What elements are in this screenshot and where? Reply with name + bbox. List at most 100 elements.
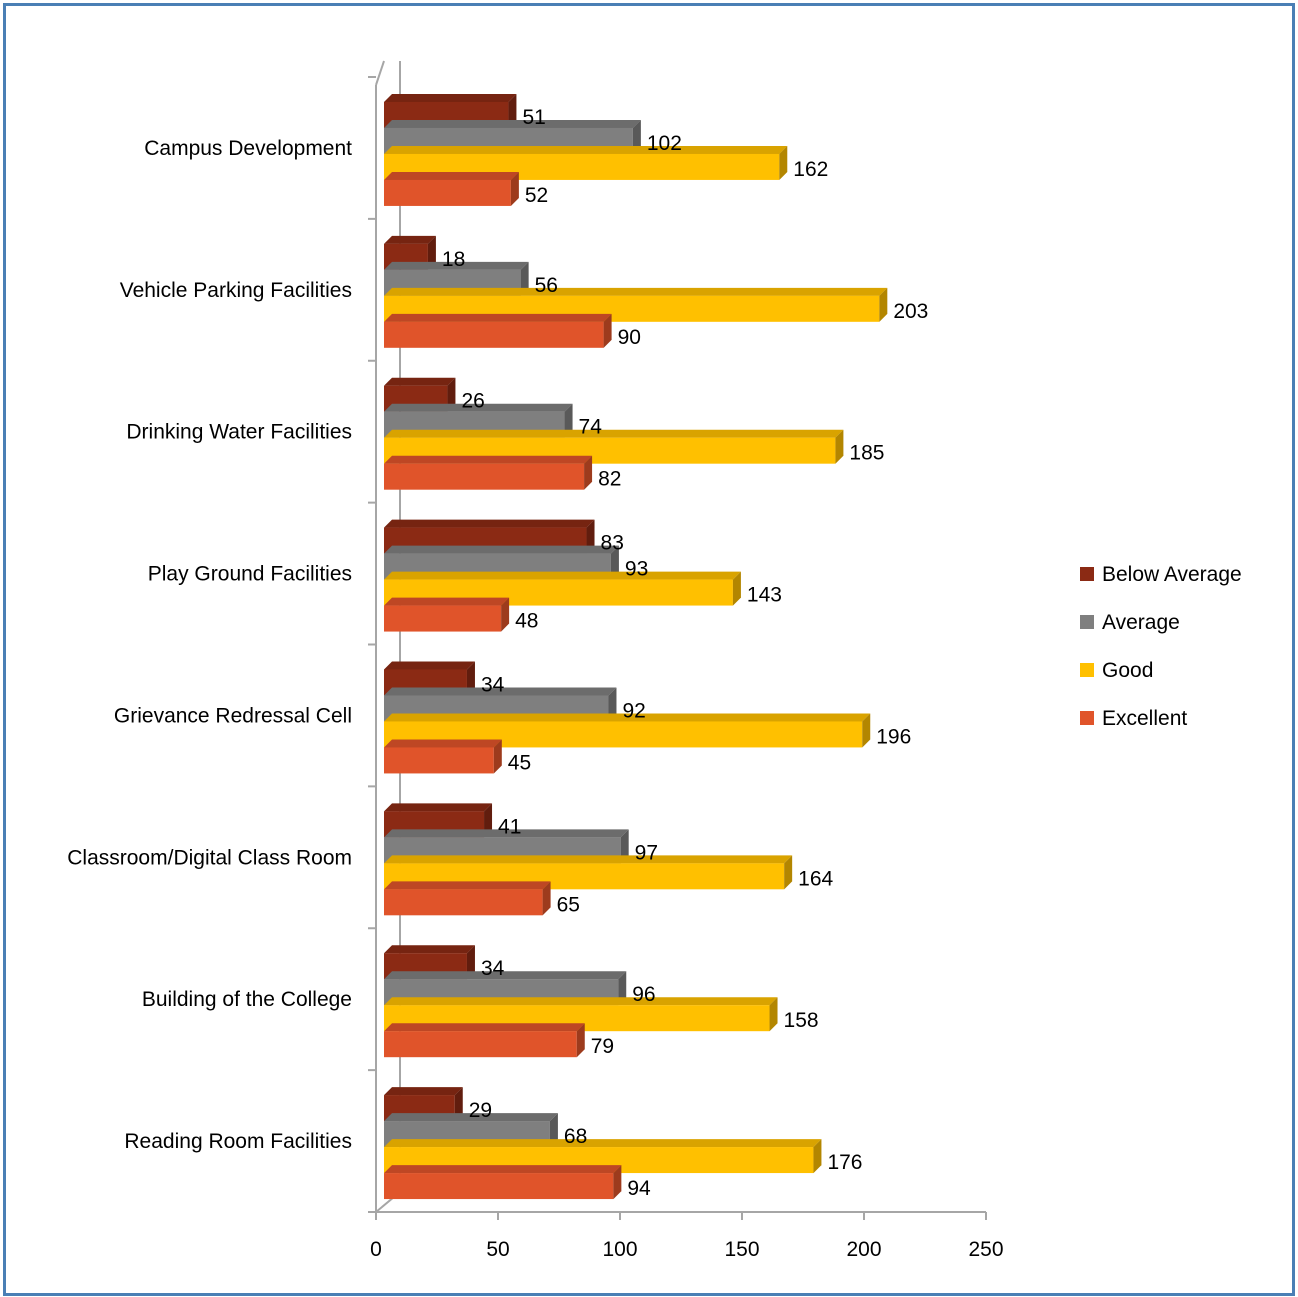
bar-top-face [384,687,617,696]
bar-top-face [384,519,595,528]
category-label: Play Ground Facilities [148,563,352,586]
bar-top-face [384,597,510,606]
bar-side-face [608,687,617,722]
legend-swatch [1080,567,1094,581]
data-label: 176 [827,1151,862,1174]
bar-side-face [427,235,436,270]
bar-side-face [613,1165,622,1200]
bar-side-face [493,739,502,774]
data-label: 51 [522,106,545,129]
bar-top-face [384,739,502,748]
data-label: 92 [622,699,645,722]
bar-top-face [384,1023,585,1032]
bar-top-face [384,1139,822,1148]
data-label: 90 [618,326,641,349]
bar-top-face [384,945,475,954]
bar-excellent [384,1173,614,1200]
bar-top-face [384,145,788,154]
bar-top-face [384,429,844,438]
bar-top-face [384,93,517,102]
data-label: 56 [535,274,558,297]
category-label: Campus Development [144,137,352,160]
legend-label: Below Average [1102,563,1242,586]
bar-side-face [466,945,475,980]
chart-axes: 0 50 100 150 200 250 [368,60,1004,1261]
x-tick-label: 100 [602,1238,637,1261]
x-tick-label: 200 [846,1238,881,1261]
chart-labels: Campus Development 51 102 162 52 Vehicle Park… [67,106,928,1200]
bar-top-face [384,313,612,322]
data-label: 96 [632,983,655,1006]
x-tick-label: 150 [724,1238,759,1261]
data-label: 203 [893,300,928,323]
legend-swatch [1080,663,1094,677]
data-label: 97 [635,841,658,864]
category-label: Reading Room Facilities [124,1130,352,1153]
data-label: 93 [625,558,648,581]
bar-excellent [384,179,511,206]
bar-top-face [384,119,641,128]
bar-excellent [384,463,585,490]
data-label: 102 [647,132,682,155]
axis-back-top [375,60,385,86]
bar-top-face [384,829,629,838]
bar-side-face [769,997,778,1032]
bar-top-face [384,1165,622,1174]
data-label: 45 [508,751,531,774]
x-tick-label: 250 [968,1238,1003,1261]
chart-frame [3,3,1295,1296]
bar-top-face [384,1087,463,1096]
bar-top-face [384,1113,558,1122]
bar-top-face [384,261,529,270]
bar-side-face [879,287,888,322]
bar-side-face [508,93,517,128]
data-label: 158 [784,1009,819,1032]
bar-side-face [484,803,493,838]
bar-top-face [384,171,519,180]
bar-side-face [564,403,573,438]
bar-side-face [862,713,871,748]
chart-legend: Below Average Average Good Excellent [1080,563,1242,730]
category-label: Drinking Water Facilities [126,421,352,444]
data-label: 48 [515,610,538,633]
legend-label: Good [1102,659,1153,682]
bar-side-face [835,429,844,464]
bar-excellent [384,1031,577,1058]
bar-top-face [384,455,593,464]
data-label: 26 [461,390,484,413]
category-label: Classroom/Digital Class Room [67,846,352,869]
legend-swatch [1080,615,1094,629]
bar-side-face [784,855,793,890]
bar-side-face [610,545,619,580]
bar-excellent [384,605,502,632]
bar-top-face [384,855,793,864]
data-label: 79 [591,1035,614,1058]
bar-excellent [384,321,604,348]
chart-bars [384,93,888,1200]
data-label: 29 [469,1099,492,1122]
bar-side-face [813,1139,822,1174]
bar-excellent [384,747,494,774]
data-label: 34 [481,673,505,696]
bar-top-face [384,377,456,386]
bar-top-face [384,571,741,580]
data-label: 34 [481,957,505,980]
data-label: 68 [564,1125,587,1148]
legend-label: Excellent [1102,707,1187,730]
data-label: 143 [747,584,782,607]
x-tick-label: 0 [370,1238,382,1261]
bar-side-face [510,171,519,206]
bar-side-face [603,313,612,348]
bar-top-face [384,545,619,554]
bar-side-face [620,829,629,864]
bar-side-face [454,1087,463,1122]
bar-side-face [520,261,529,296]
bar-top-face [384,881,551,890]
bar-top-face [384,403,573,412]
data-label: 83 [601,532,624,555]
bar-side-face [542,881,551,916]
data-label: 82 [598,468,621,491]
bar-top-face [384,661,475,670]
data-label: 94 [627,1177,651,1200]
